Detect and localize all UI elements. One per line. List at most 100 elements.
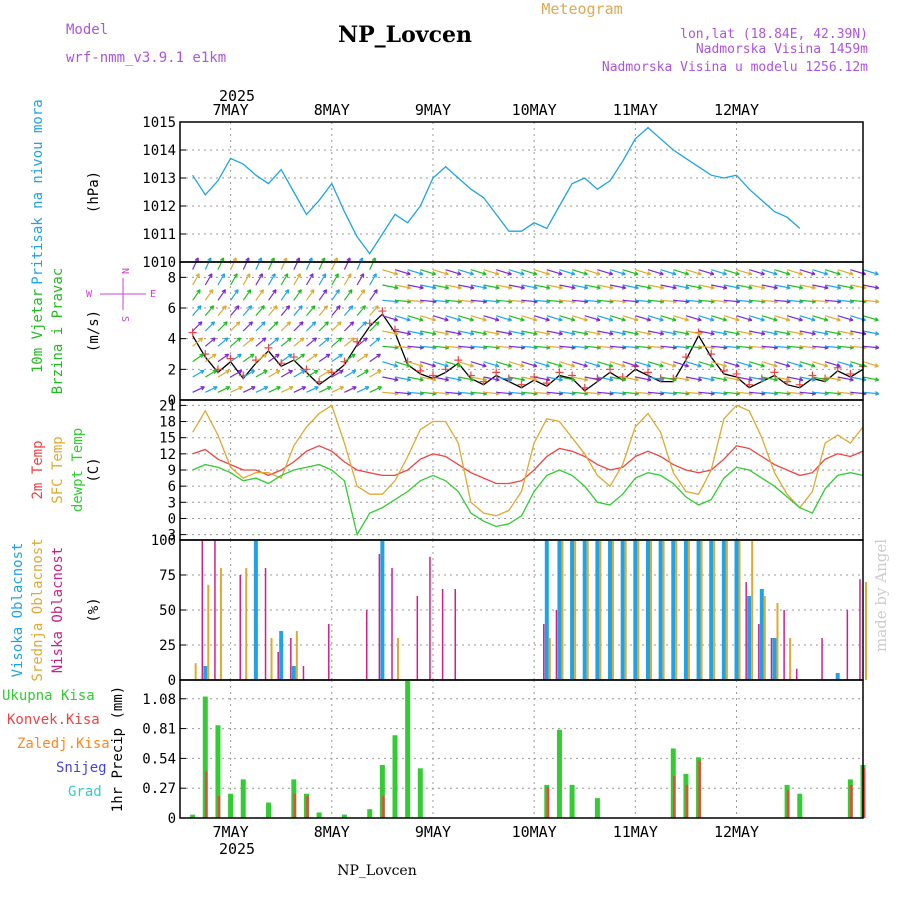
wind-arrow [825,299,842,303]
wind-gust-mark [555,368,564,377]
wind-arrow [318,289,328,301]
wind-arrow-head [874,271,879,276]
wind-arrow [862,345,879,349]
bar [215,725,221,818]
wind-arrow [685,376,702,381]
wind-arrow [635,361,651,367]
wind-arrow [318,337,330,347]
wind-arrow-head [671,271,677,276]
wind-arrow [521,376,538,381]
wind-arrow [774,299,791,303]
wind-arrow [369,257,376,270]
wind-arrow [736,315,752,321]
wind-arrow [584,315,601,321]
bar [658,540,663,680]
wind-arrow [192,386,205,393]
wind-arrow-head [275,353,280,359]
wind-arrow [723,269,740,275]
wind-arrow-head [495,285,500,290]
wind-arrow-head [520,317,525,322]
wind-arrow [192,257,199,270]
wind-arrow-head [418,317,424,322]
wind-arrow [622,376,639,381]
y-tick-label: 15 [159,431,176,447]
wind-arrow [331,337,343,347]
wind-arrow [534,330,550,335]
wind-arrow-head [722,377,728,382]
wind-arrow [837,269,854,275]
bar [662,540,665,680]
wind-arrow-head [671,317,677,322]
y-tick-label: 0 [168,811,176,827]
wind-arrow [799,299,816,303]
bar [245,568,248,680]
precip-legend-item: Konvek.Kisa [7,712,100,728]
wind-arrow-head [836,285,842,290]
wind-arrow [204,369,217,378]
wind-arrow [331,321,342,332]
wind-arrow-head [811,377,816,382]
wind-arrow [217,337,229,347]
wind-arrow [812,269,828,275]
wind-arrow-head [583,377,589,382]
wind-arrow-head [238,386,243,391]
wind-arrow [470,269,487,275]
wind-arrow-head [633,317,639,322]
wind-gust-mark [188,328,197,337]
wind-arrow-head [583,317,588,322]
wind-arrow-head [798,331,804,336]
wind-arrow [331,305,341,317]
model-name: wrf-nmm_v3.9.1 e1km [66,50,226,66]
wind-arrow [344,369,356,378]
wind-arrow-head [261,337,267,342]
bar [859,579,861,680]
wind-arrow-head [596,331,601,336]
bar [582,540,587,680]
wind-arrow [774,391,791,395]
wind-arrow [356,353,369,363]
wind-arrow-head [197,305,202,310]
wind-arrow [496,269,512,275]
wind-arrow [786,269,803,275]
wind-gust-mark [795,380,804,389]
wind-arrow [280,305,291,317]
precip-legend-item: Snijeg [56,760,107,776]
wind-arrow-head [545,377,551,382]
wind-arrow [470,315,487,321]
model-label: Model [66,22,108,38]
wind-arrow [318,305,328,317]
wind-arrow [534,299,551,303]
wind-arrow [521,345,538,349]
wind-arrow [609,315,626,321]
wind-arrow [280,337,292,347]
wind-arrow [217,321,228,332]
wind-arrow [508,391,525,395]
wind-arrow [242,337,254,347]
bar [207,584,210,680]
wind-arrow [407,299,424,303]
wind-arrow [837,284,854,289]
wind-arrow-head [595,271,601,276]
wind-arrow [799,284,816,289]
wind-arrow-head [469,363,474,368]
y-unit-label: (m/s) [86,310,102,352]
wind-arrow [673,345,690,349]
wind-arrow [761,315,778,321]
wind-arrow-head [259,289,264,294]
wind-arrow [369,321,380,332]
wind-arrow [521,330,538,335]
wind-arrow [407,269,424,275]
wind-arrow-head [811,331,816,336]
wind-arrow-head [418,271,424,276]
wind-arrow [799,391,816,395]
wind-arrow [382,376,399,381]
wind-arrow [723,391,740,395]
wind-arrow-head [274,337,280,342]
wind-arrow [280,257,288,270]
wind-arrow [445,376,462,381]
wind-arrow [496,345,513,349]
wind-arrow-head [211,337,216,342]
wind-arrow [432,284,449,289]
wind-arrow-head [786,285,791,290]
bar [264,568,267,680]
